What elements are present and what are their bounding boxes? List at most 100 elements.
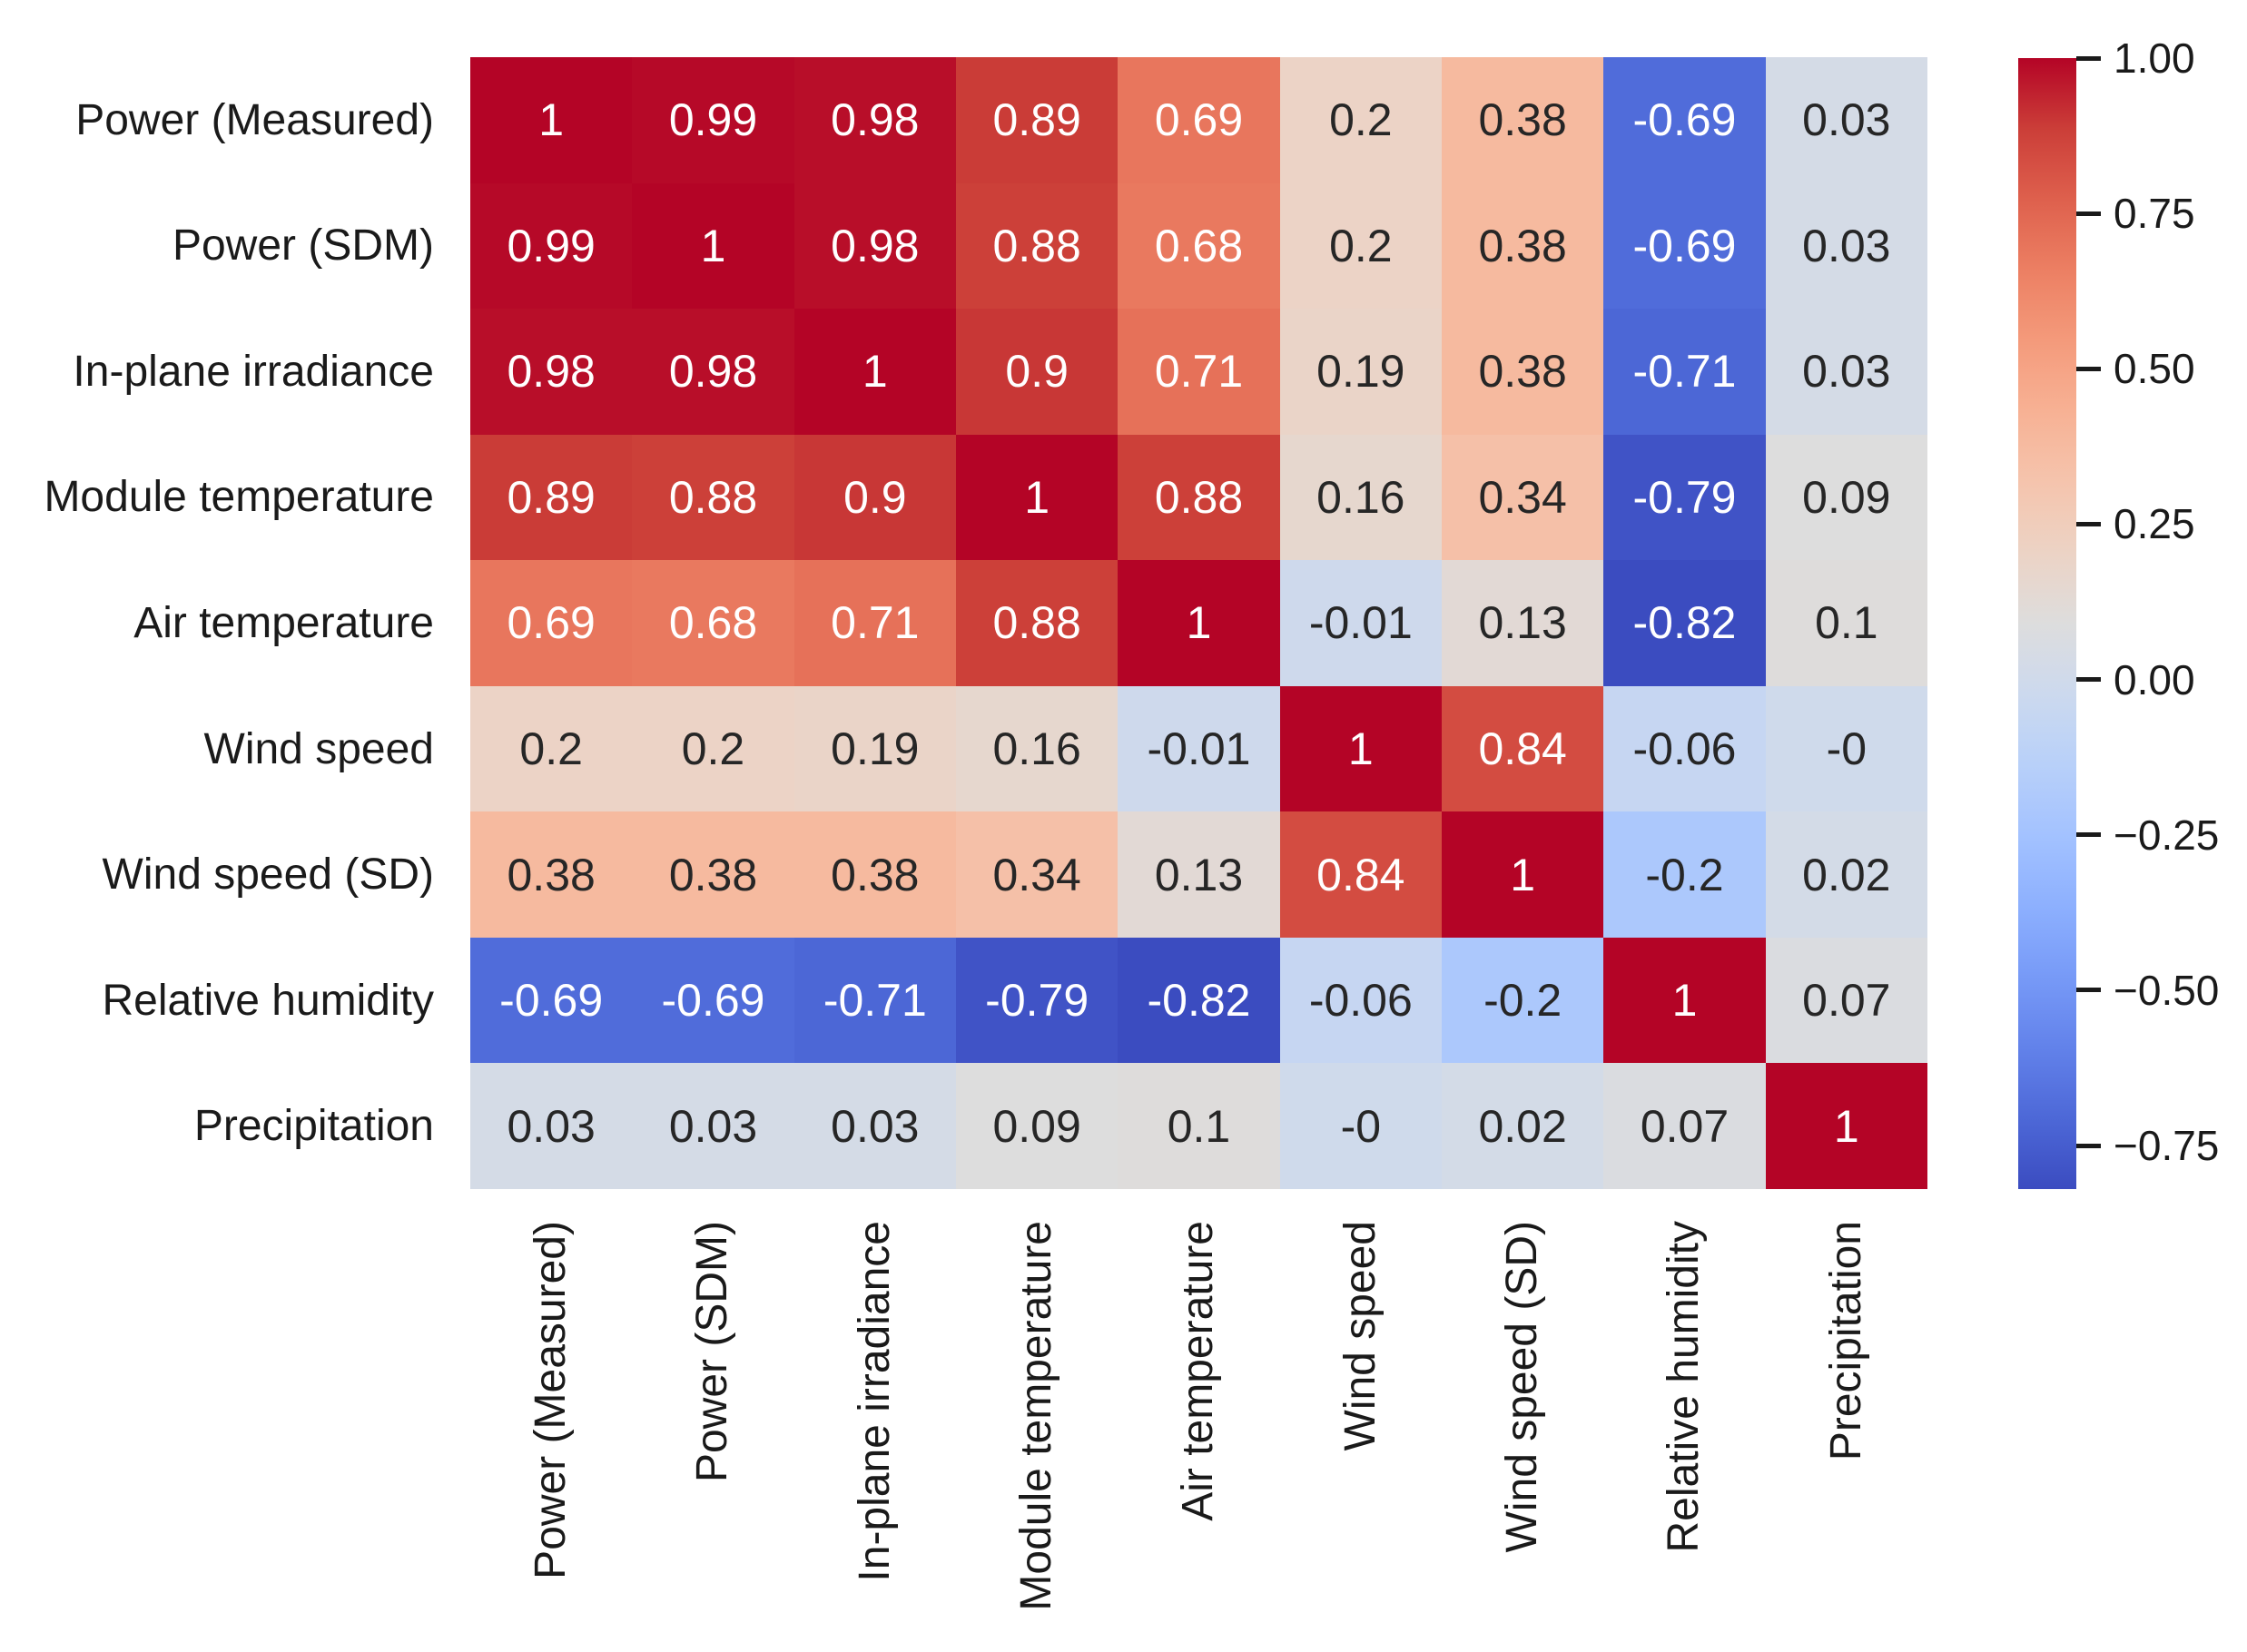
heatmap-cell: 0.03: [1765, 182, 1927, 310]
heatmap-cell: -0.01: [1279, 560, 1442, 686]
heatmap-cell: -0: [1765, 685, 1927, 812]
y-tick-label: Wind speed (SD): [102, 851, 434, 900]
x-tick-label-slot: Power (SDM): [632, 1221, 793, 1647]
heatmap-cell: 0.2: [470, 685, 633, 812]
colorbar-tick-mark: [2076, 211, 2101, 216]
y-tick-label: Power (SDM): [172, 221, 434, 270]
heatmap-cell: 0.71: [1118, 309, 1280, 435]
heatmap-cell: -0.82: [1603, 560, 1766, 686]
y-axis-labels: Power (Measured) Power (SDM) In-plane irra…: [0, 57, 434, 1189]
x-tick-label: Power (SDM): [688, 1221, 737, 1483]
heatmap-cell: 0.69: [1118, 57, 1280, 183]
heatmap-cell: 0.1: [1765, 560, 1927, 686]
heatmap-cell: 0.9: [793, 434, 956, 561]
heatmap-cell: 0.03: [1765, 57, 1927, 183]
heatmap-cell: 0.19: [1279, 309, 1442, 435]
x-tick-label-slot: Module temperature: [956, 1221, 1118, 1647]
heatmap-cell: -0.2: [1603, 811, 1766, 938]
heatmap-cell: 0.88: [1118, 434, 1280, 561]
heatmap-cell: -0.2: [1441, 937, 1604, 1064]
y-tick-label: Wind speed: [203, 724, 434, 773]
heatmap-cell: -0.69: [1603, 57, 1766, 183]
heatmap-cell: 0.99: [470, 182, 633, 310]
heatmap-cell: 0.03: [632, 1063, 794, 1189]
heatmap-cell: 0.03: [793, 1063, 956, 1189]
heatmap-cell: 0.69: [470, 560, 633, 686]
colorbar-tick-label: 0.25: [2114, 500, 2195, 548]
heatmap-cell: 0.13: [1441, 560, 1604, 686]
heatmap-cell: 0.98: [632, 309, 794, 435]
heatmap-cell: 0.38: [1441, 57, 1604, 183]
heatmap-cell: 1: [632, 182, 794, 310]
x-tick-label: Power (Measured): [527, 1221, 576, 1579]
x-tick-label: Module temperature: [1012, 1221, 1061, 1611]
heatmap-cell: -0.06: [1603, 685, 1766, 812]
y-tick-label: Module temperature: [44, 473, 434, 522]
colorbar-tick-label: 0.75: [2114, 190, 2195, 238]
colorbar-tick-label: 0.00: [2114, 655, 2195, 703]
heatmap-cell: -0.69: [1603, 182, 1766, 310]
y-tick-label: Precipitation: [193, 1102, 434, 1151]
heatmap-cell: 0.98: [793, 182, 956, 310]
x-tick-label: Relative humidity: [1660, 1221, 1709, 1553]
colorbar-tick-label: 1.00: [2114, 34, 2195, 82]
heatmap-cell: 0.68: [632, 560, 794, 686]
heatmap-cell: 0.03: [1765, 309, 1927, 435]
heatmap-cell: 1: [1603, 937, 1766, 1064]
x-tick-label: Air temperature: [1174, 1221, 1223, 1521]
colorbar-tick-mark: [2076, 832, 2101, 838]
x-tick-label-slot: Power (Measured): [470, 1221, 632, 1647]
heatmap-grid: 1 0.99 0.98 0.89 0.69 0.2 0.38 -0.69 0.03 0.99 1 0.…: [470, 57, 1927, 1189]
x-tick-label: In-plane irradiance: [850, 1221, 899, 1582]
y-tick-label: Air temperature: [133, 598, 434, 647]
heatmap-cell: 0.71: [793, 560, 956, 686]
x-axis-labels: Power (Measured) Power (SDM) In-plane irra…: [470, 1221, 1927, 1647]
x-tick-label: Precipitation: [1821, 1221, 1870, 1461]
heatmap-cell: 0.02: [1441, 1063, 1604, 1189]
heatmap-cell: -0.69: [470, 937, 633, 1064]
heatmap-cell: 0.84: [1279, 811, 1442, 938]
heatmap-cell: 0.2: [1279, 57, 1442, 183]
x-tick-label-slot: Air temperature: [1118, 1221, 1279, 1647]
colorbar-tick-label: −0.25: [2114, 811, 2220, 859]
y-tick-label: In-plane irradiance: [73, 347, 434, 396]
x-tick-label-slot: In-plane irradiance: [794, 1221, 956, 1647]
colorbar-tick-mark: [2076, 521, 2101, 526]
colorbar-gradient: [2018, 58, 2076, 1189]
heatmap-cell: -0: [1279, 1063, 1442, 1189]
heatmap-cell: 0.16: [1279, 434, 1442, 561]
heatmap-cell: 0.99: [632, 57, 794, 183]
heatmap-cell: 0.07: [1603, 1063, 1766, 1189]
heatmap-cell: -0.82: [1118, 937, 1280, 1064]
colorbar-tick-mark: [2076, 677, 2101, 683]
heatmap-cell: 0.07: [1765, 937, 1927, 1064]
heatmap-cell: -0.06: [1279, 937, 1442, 1064]
x-tick-label-slot: Wind speed (SD): [1442, 1221, 1603, 1647]
heatmap-cell: 0.68: [1118, 182, 1280, 310]
heatmap-cell: 1: [1118, 560, 1280, 686]
heatmap-cell: -0.01: [1118, 685, 1280, 812]
heatmap-cell: 0.88: [955, 560, 1119, 686]
colorbar-tick-mark: [2076, 55, 2101, 61]
heatmap-cell: 0.34: [955, 811, 1119, 938]
colorbar: 1.00 0.75 0.50 0.25 0.00 −0.25 −0.50 −0.75: [2018, 37, 2247, 1189]
heatmap-cell: 1: [1279, 685, 1442, 812]
y-tick-label: Power (Measured): [75, 95, 434, 144]
heatmap-cell: -0.79: [955, 937, 1119, 1064]
heatmap-cell: 1: [1441, 811, 1604, 938]
heatmap-cell: 0.1: [1118, 1063, 1280, 1189]
heatmap-cell: 0.89: [955, 57, 1119, 183]
x-tick-label-slot: Relative humidity: [1603, 1221, 1765, 1647]
heatmap-cell: 0.88: [955, 182, 1119, 310]
heatmap-cell: 0.2: [1279, 182, 1442, 310]
heatmap-cell: 0.38: [1441, 182, 1604, 310]
heatmap-cell: 0.89: [470, 434, 633, 561]
colorbar-tick-mark: [2076, 988, 2101, 993]
heatmap-cell: 0.38: [1441, 309, 1604, 435]
heatmap-cell: 1: [470, 57, 633, 183]
heatmap-cell: 0.88: [632, 434, 794, 561]
heatmap-cell: 0.98: [470, 309, 633, 435]
x-tick-label: Wind speed: [1335, 1221, 1385, 1451]
x-tick-label-slot: Wind speed: [1280, 1221, 1442, 1647]
